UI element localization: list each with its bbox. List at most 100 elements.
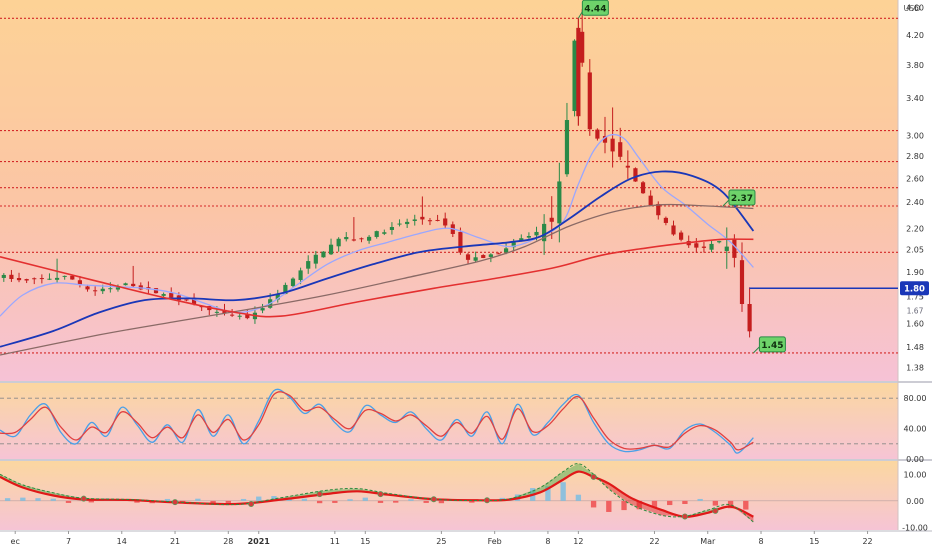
histogram-bar (66, 501, 71, 503)
oscillator-1-tick-label: 40.00 (904, 425, 927, 434)
candle-body (709, 244, 713, 250)
price-tick-label: 2.20 (906, 224, 924, 233)
price-label: 2.37 (729, 190, 755, 205)
price-tick-label: 2.40 (906, 198, 924, 207)
price-axis-extra-label: 1.67 (907, 307, 924, 316)
oscillator-1-tick-label: 80.00 (904, 394, 927, 403)
histogram-bar (317, 501, 322, 503)
histogram-bar (89, 501, 94, 503)
crossover-dot (172, 500, 177, 505)
price-label: 1.45 (759, 337, 785, 352)
histogram-bar (302, 499, 307, 501)
candle-body (101, 289, 105, 291)
crossover-dot (591, 474, 596, 479)
oscillator-2-tick-label: 10.00 (904, 470, 927, 479)
crossover-dot (431, 497, 436, 502)
candle-body (352, 239, 356, 240)
time-tick-label: 22 (862, 537, 872, 546)
candle-body (565, 120, 569, 174)
time-tick-label: ec (11, 537, 20, 546)
candle-body (664, 218, 668, 223)
histogram-bar (51, 499, 56, 501)
candle-body (504, 248, 508, 252)
candle-body (527, 236, 531, 238)
candle-body (572, 41, 576, 111)
candle-body (337, 239, 341, 247)
candle-body (25, 279, 29, 280)
histogram-bar (347, 499, 352, 501)
candle-body (123, 283, 127, 285)
candle-body (679, 233, 683, 240)
candle-body (9, 275, 13, 279)
histogram-bar (256, 497, 261, 501)
histogram-bar (576, 495, 581, 501)
candle-body (169, 293, 173, 298)
candle-body (633, 168, 637, 181)
time-tick-label: 11 (330, 537, 340, 546)
candle-body (443, 218, 447, 225)
candle-body (748, 304, 752, 331)
candle-body (481, 255, 485, 258)
candle-body (108, 288, 112, 289)
candle-body (595, 130, 599, 139)
crossover-dot (81, 496, 86, 501)
price-tick-label: 1.60 (906, 319, 924, 328)
histogram-bar (332, 501, 337, 503)
time-tick-label: 21 (170, 537, 180, 546)
current-price-label: 1.80 (904, 284, 925, 294)
candle-body (70, 276, 74, 280)
candle-body (184, 299, 188, 300)
candle-body (588, 72, 592, 129)
candle-body (314, 255, 318, 264)
candle-body (40, 278, 44, 279)
candle-body (2, 275, 6, 278)
candle-body (321, 252, 325, 258)
oscillator-1-tick-label: 0.00 (906, 455, 924, 464)
time-tick-label: Feb (488, 537, 502, 546)
candle-body (435, 220, 439, 221)
time-tick-label: 2021 (248, 537, 271, 546)
price-tick-label: 1.90 (906, 268, 924, 277)
candle-body (420, 217, 424, 220)
candle-body (405, 222, 409, 224)
candle-body (626, 166, 630, 168)
candle-body (238, 316, 242, 317)
price-panel-background (0, 0, 898, 381)
candle-body (55, 278, 59, 280)
histogram-bar (393, 501, 398, 503)
crossover-dot (378, 492, 383, 497)
price-tick-label: 3.00 (906, 132, 924, 141)
candle-body (306, 261, 310, 269)
candle-body (702, 247, 706, 248)
crossover-dot (249, 501, 254, 506)
histogram-bar (697, 499, 702, 501)
time-tick-label: 28 (223, 537, 233, 546)
candle-body (93, 290, 97, 291)
candle-body (329, 245, 333, 255)
candle-body (47, 279, 51, 280)
candle-body (390, 227, 394, 230)
candle-body (413, 219, 417, 221)
price-tick-label: 1.38 (906, 364, 924, 373)
time-tick-label: 22 (649, 537, 659, 546)
candle-body (641, 182, 645, 193)
candle-body (131, 284, 135, 286)
histogram-bar (35, 498, 40, 501)
candle-body (694, 243, 698, 247)
time-tick-label: 15 (809, 537, 819, 546)
oscillator-2-tick-label: -10.00 (902, 523, 928, 532)
candle-body (375, 231, 379, 237)
histogram-bar (682, 501, 687, 504)
price-tick-label: 3.40 (906, 94, 924, 103)
histogram-bar (560, 482, 565, 501)
candle-body (466, 254, 470, 259)
price-tick-label: 4.60 (906, 4, 924, 13)
price-tick-label: 1.48 (906, 343, 924, 352)
oscillator-2-tick-label: 0.00 (906, 497, 924, 506)
candle-body (671, 225, 675, 234)
crossover-dot (682, 514, 687, 519)
candle-body (85, 286, 89, 289)
candle-body (534, 232, 538, 235)
